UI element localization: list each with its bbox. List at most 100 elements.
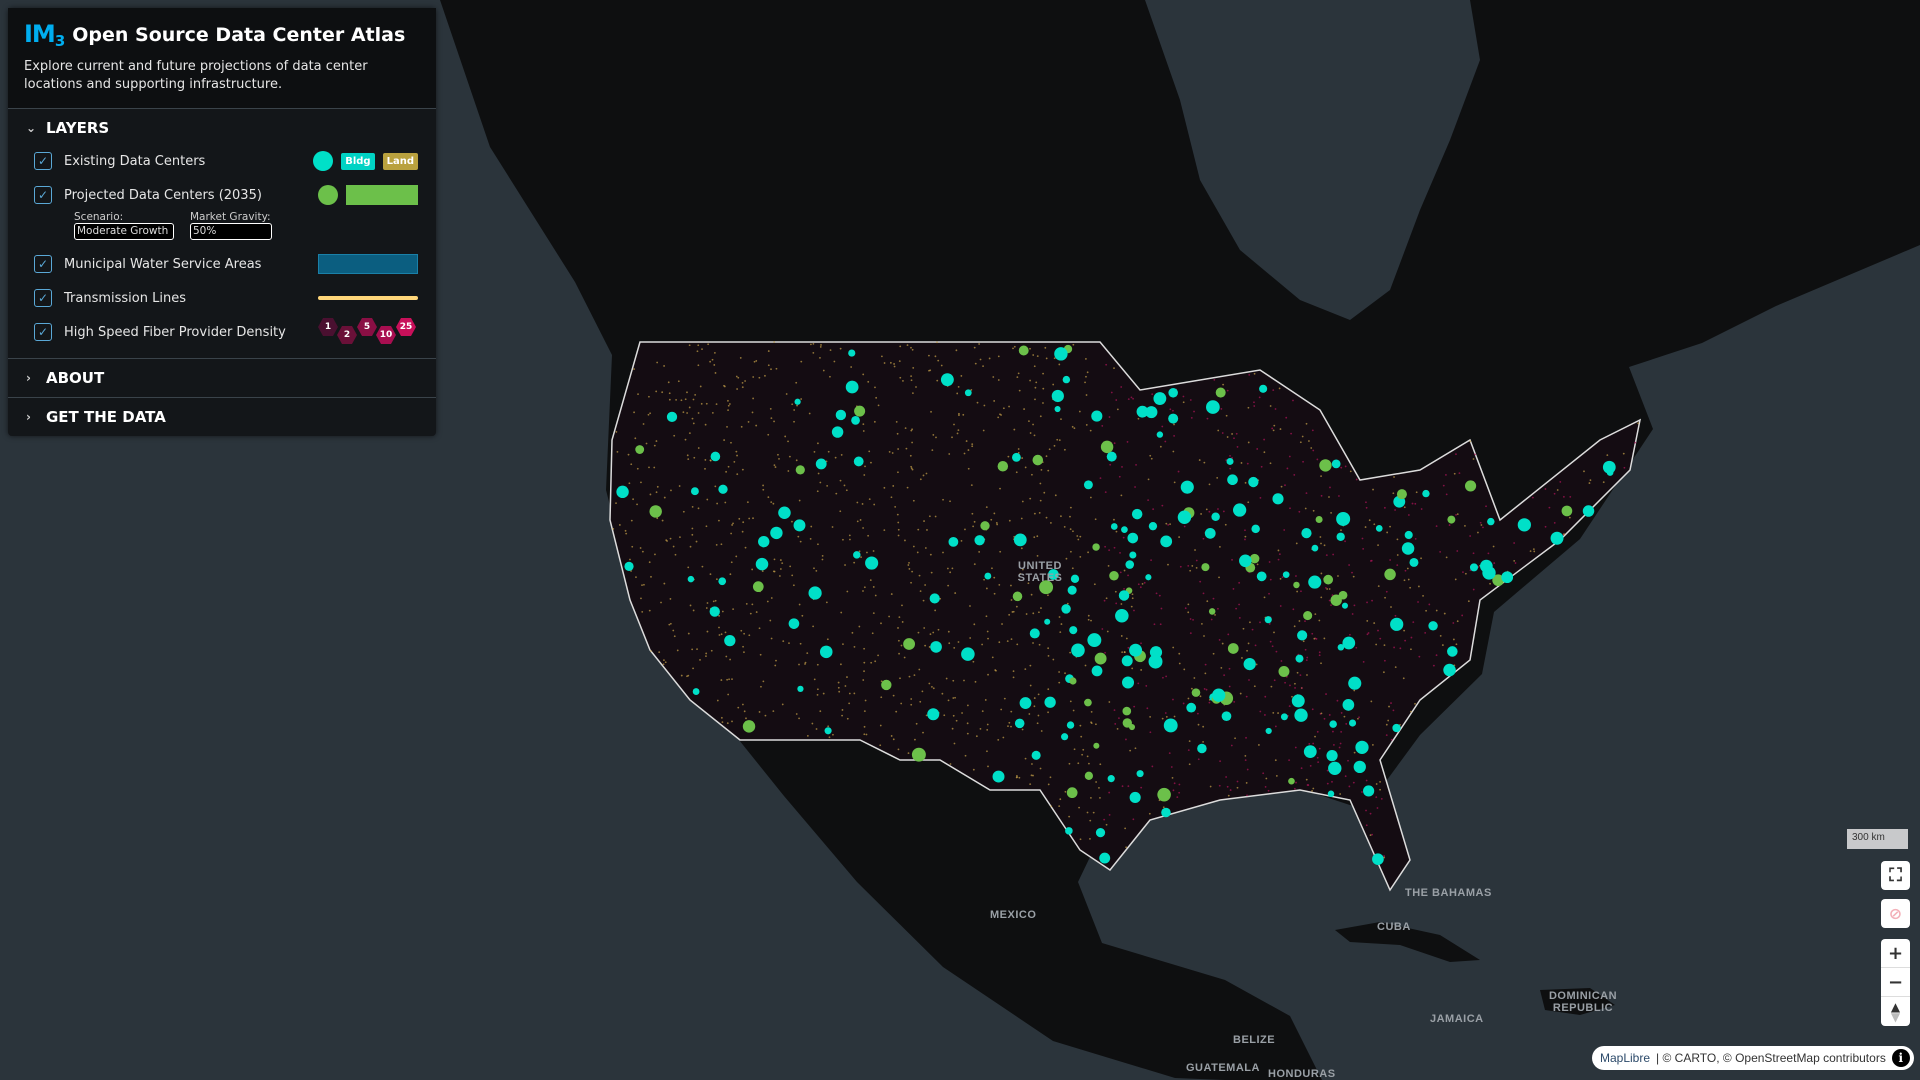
data-center-marker[interactable] (1084, 698, 1092, 707)
data-center-marker[interactable] (1136, 770, 1144, 778)
data-center-marker[interactable] (1265, 727, 1272, 735)
data-center-marker[interactable] (1295, 654, 1304, 663)
data-center-marker[interactable] (1330, 594, 1342, 606)
data-center-marker[interactable] (1211, 512, 1220, 522)
data-center-marker[interactable] (1109, 570, 1119, 581)
data-center-marker[interactable] (770, 526, 783, 540)
data-center-marker[interactable] (1071, 643, 1085, 658)
data-center-marker[interactable] (1084, 771, 1094, 780)
data-center-marker[interactable] (1118, 590, 1130, 601)
data-center-marker[interactable] (1011, 452, 1021, 462)
data-center-marker[interactable] (940, 373, 954, 387)
data-center-marker[interactable] (690, 487, 699, 496)
data-center-marker[interactable] (1019, 697, 1032, 709)
data-center-marker[interactable] (1363, 785, 1375, 797)
data-center-marker[interactable] (1201, 563, 1210, 572)
data-center-marker[interactable] (1501, 571, 1514, 584)
zoom-in-button[interactable]: + (1881, 939, 1910, 968)
data-center-marker[interactable] (848, 349, 856, 357)
data-center-marker[interactable] (927, 708, 940, 721)
data-center-marker[interactable] (794, 398, 801, 405)
data-center-marker[interactable] (624, 561, 634, 571)
data-center-marker[interactable] (1129, 791, 1141, 804)
data-center-marker[interactable] (992, 770, 1005, 783)
data-center-marker[interactable] (1099, 852, 1111, 864)
data-center-marker[interactable] (1157, 787, 1171, 802)
data-center-marker[interactable] (718, 484, 728, 494)
data-center-marker[interactable] (845, 380, 859, 394)
data-center-marker[interactable] (1392, 723, 1401, 733)
data-center-marker[interactable] (1288, 777, 1295, 785)
data-center-marker[interactable] (1032, 454, 1044, 466)
data-center-marker[interactable] (853, 456, 864, 467)
data-center-marker[interactable] (1044, 618, 1051, 625)
data-center-marker[interactable] (1447, 646, 1458, 657)
data-center-marker[interactable] (1280, 713, 1288, 721)
data-center-marker[interactable] (724, 635, 736, 647)
data-center-marker[interactable] (851, 416, 860, 425)
data-center-marker[interactable] (1208, 608, 1216, 615)
data-center-marker[interactable] (752, 581, 764, 593)
data-center-marker[interactable] (1100, 440, 1114, 454)
data-center-marker[interactable] (1259, 384, 1268, 393)
data-center-marker[interactable] (1177, 510, 1192, 524)
data-center-marker[interactable] (1212, 688, 1226, 702)
layers-toggle[interactable]: ⌄ LAYERS (26, 119, 110, 137)
data-center-marker[interactable] (808, 586, 822, 600)
data-center-marker[interactable] (1328, 761, 1342, 775)
data-center-marker[interactable] (1390, 617, 1404, 631)
attribution-text[interactable]: | © CARTO, © OpenStreetMap contributors (1656, 1051, 1886, 1065)
data-center-marker[interactable] (1093, 742, 1100, 749)
data-center-marker[interactable] (1121, 526, 1128, 533)
data-center-marker[interactable] (1204, 527, 1216, 539)
data-center-marker[interactable] (1303, 611, 1313, 621)
data-center-marker[interactable] (1221, 711, 1232, 722)
data-center-marker[interactable] (788, 618, 800, 629)
data-center-marker[interactable] (1061, 604, 1071, 614)
data-center-marker[interactable] (865, 556, 879, 570)
data-center-marker[interactable] (1311, 544, 1319, 552)
data-center-marker[interactable] (1092, 543, 1100, 551)
checkbox-water[interactable]: ✓ (34, 255, 52, 273)
data-center-marker[interactable] (1384, 568, 1396, 581)
data-center-marker[interactable] (1029, 628, 1040, 639)
data-center-marker[interactable] (1087, 633, 1102, 648)
data-center-marker[interactable] (1065, 827, 1073, 835)
data-center-marker[interactable] (1323, 574, 1334, 585)
checkbox-projected[interactable]: ✓ (34, 186, 52, 204)
data-center-marker[interactable] (1122, 706, 1132, 716)
checkbox-transmission[interactable]: ✓ (34, 289, 52, 307)
data-center-marker[interactable] (930, 641, 942, 653)
data-center-marker[interactable] (831, 426, 844, 438)
data-center-marker[interactable] (1148, 654, 1163, 669)
data-center-marker[interactable] (984, 572, 992, 580)
data-center-marker[interactable] (1136, 405, 1149, 418)
data-center-marker[interactable] (853, 551, 861, 559)
data-center-marker[interactable] (1409, 557, 1419, 567)
data-center-marker[interactable] (1039, 580, 1054, 595)
data-center-marker[interactable] (1294, 708, 1308, 722)
data-center-marker[interactable] (795, 465, 805, 475)
data-center-marker[interactable] (1239, 554, 1252, 568)
about-toggle[interactable]: › ABOUT (26, 369, 105, 387)
data-center-marker[interactable] (1014, 718, 1025, 729)
data-center-marker[interactable] (1227, 643, 1239, 654)
data-center-marker[interactable] (1070, 574, 1080, 584)
data-center-marker[interactable] (1131, 508, 1143, 520)
data-center-marker[interactable] (1355, 740, 1369, 754)
data-center-marker[interactable] (1110, 523, 1118, 530)
get-data-toggle[interactable]: › GET THE DATA (26, 408, 166, 426)
data-center-marker[interactable] (755, 557, 769, 571)
data-center-marker[interactable] (881, 679, 892, 691)
data-center-marker[interactable] (1012, 591, 1023, 602)
data-center-marker[interactable] (1482, 566, 1496, 580)
data-center-marker[interactable] (1326, 749, 1338, 762)
data-center-marker[interactable] (903, 638, 916, 650)
data-center-marker[interactable] (1341, 602, 1348, 609)
data-center-marker[interactable] (1249, 553, 1260, 564)
data-center-marker[interactable] (1375, 525, 1383, 532)
data-center-marker[interactable] (1013, 533, 1027, 547)
checkbox-fiber[interactable]: ✓ (34, 323, 52, 341)
data-center-marker[interactable] (1404, 530, 1413, 540)
data-center-marker[interactable] (1331, 459, 1341, 469)
